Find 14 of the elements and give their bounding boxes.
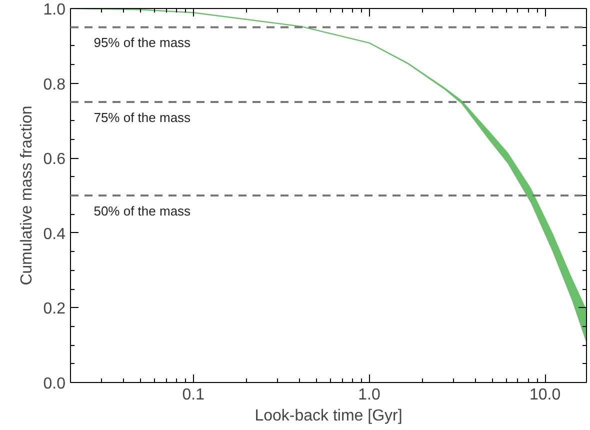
y-tick-label: 0.2 bbox=[43, 300, 66, 318]
y-tick-label: 0.6 bbox=[43, 151, 66, 168]
x-axis-title: Look-back time [Gyr] bbox=[254, 408, 402, 424]
ref-line-label: 50% of the mass bbox=[94, 204, 192, 218]
x-tick-label: 0.1 bbox=[182, 386, 205, 404]
ref-line-label: 95% of the mass bbox=[94, 35, 192, 50]
x-tick-label: 1.0 bbox=[358, 386, 380, 404]
y-axis-title: Cumulative mass fraction bbox=[18, 106, 36, 286]
y-tick-label: 0.0 bbox=[43, 376, 66, 392]
y-tick-label: 0.8 bbox=[43, 76, 66, 94]
x-tick-label: 10.0 bbox=[530, 386, 561, 404]
ref-line-label: 75% of the mass bbox=[94, 110, 192, 125]
y-tick-label: 0.4 bbox=[43, 226, 66, 243]
y-tick-label: 1.0 bbox=[43, 2, 66, 18]
